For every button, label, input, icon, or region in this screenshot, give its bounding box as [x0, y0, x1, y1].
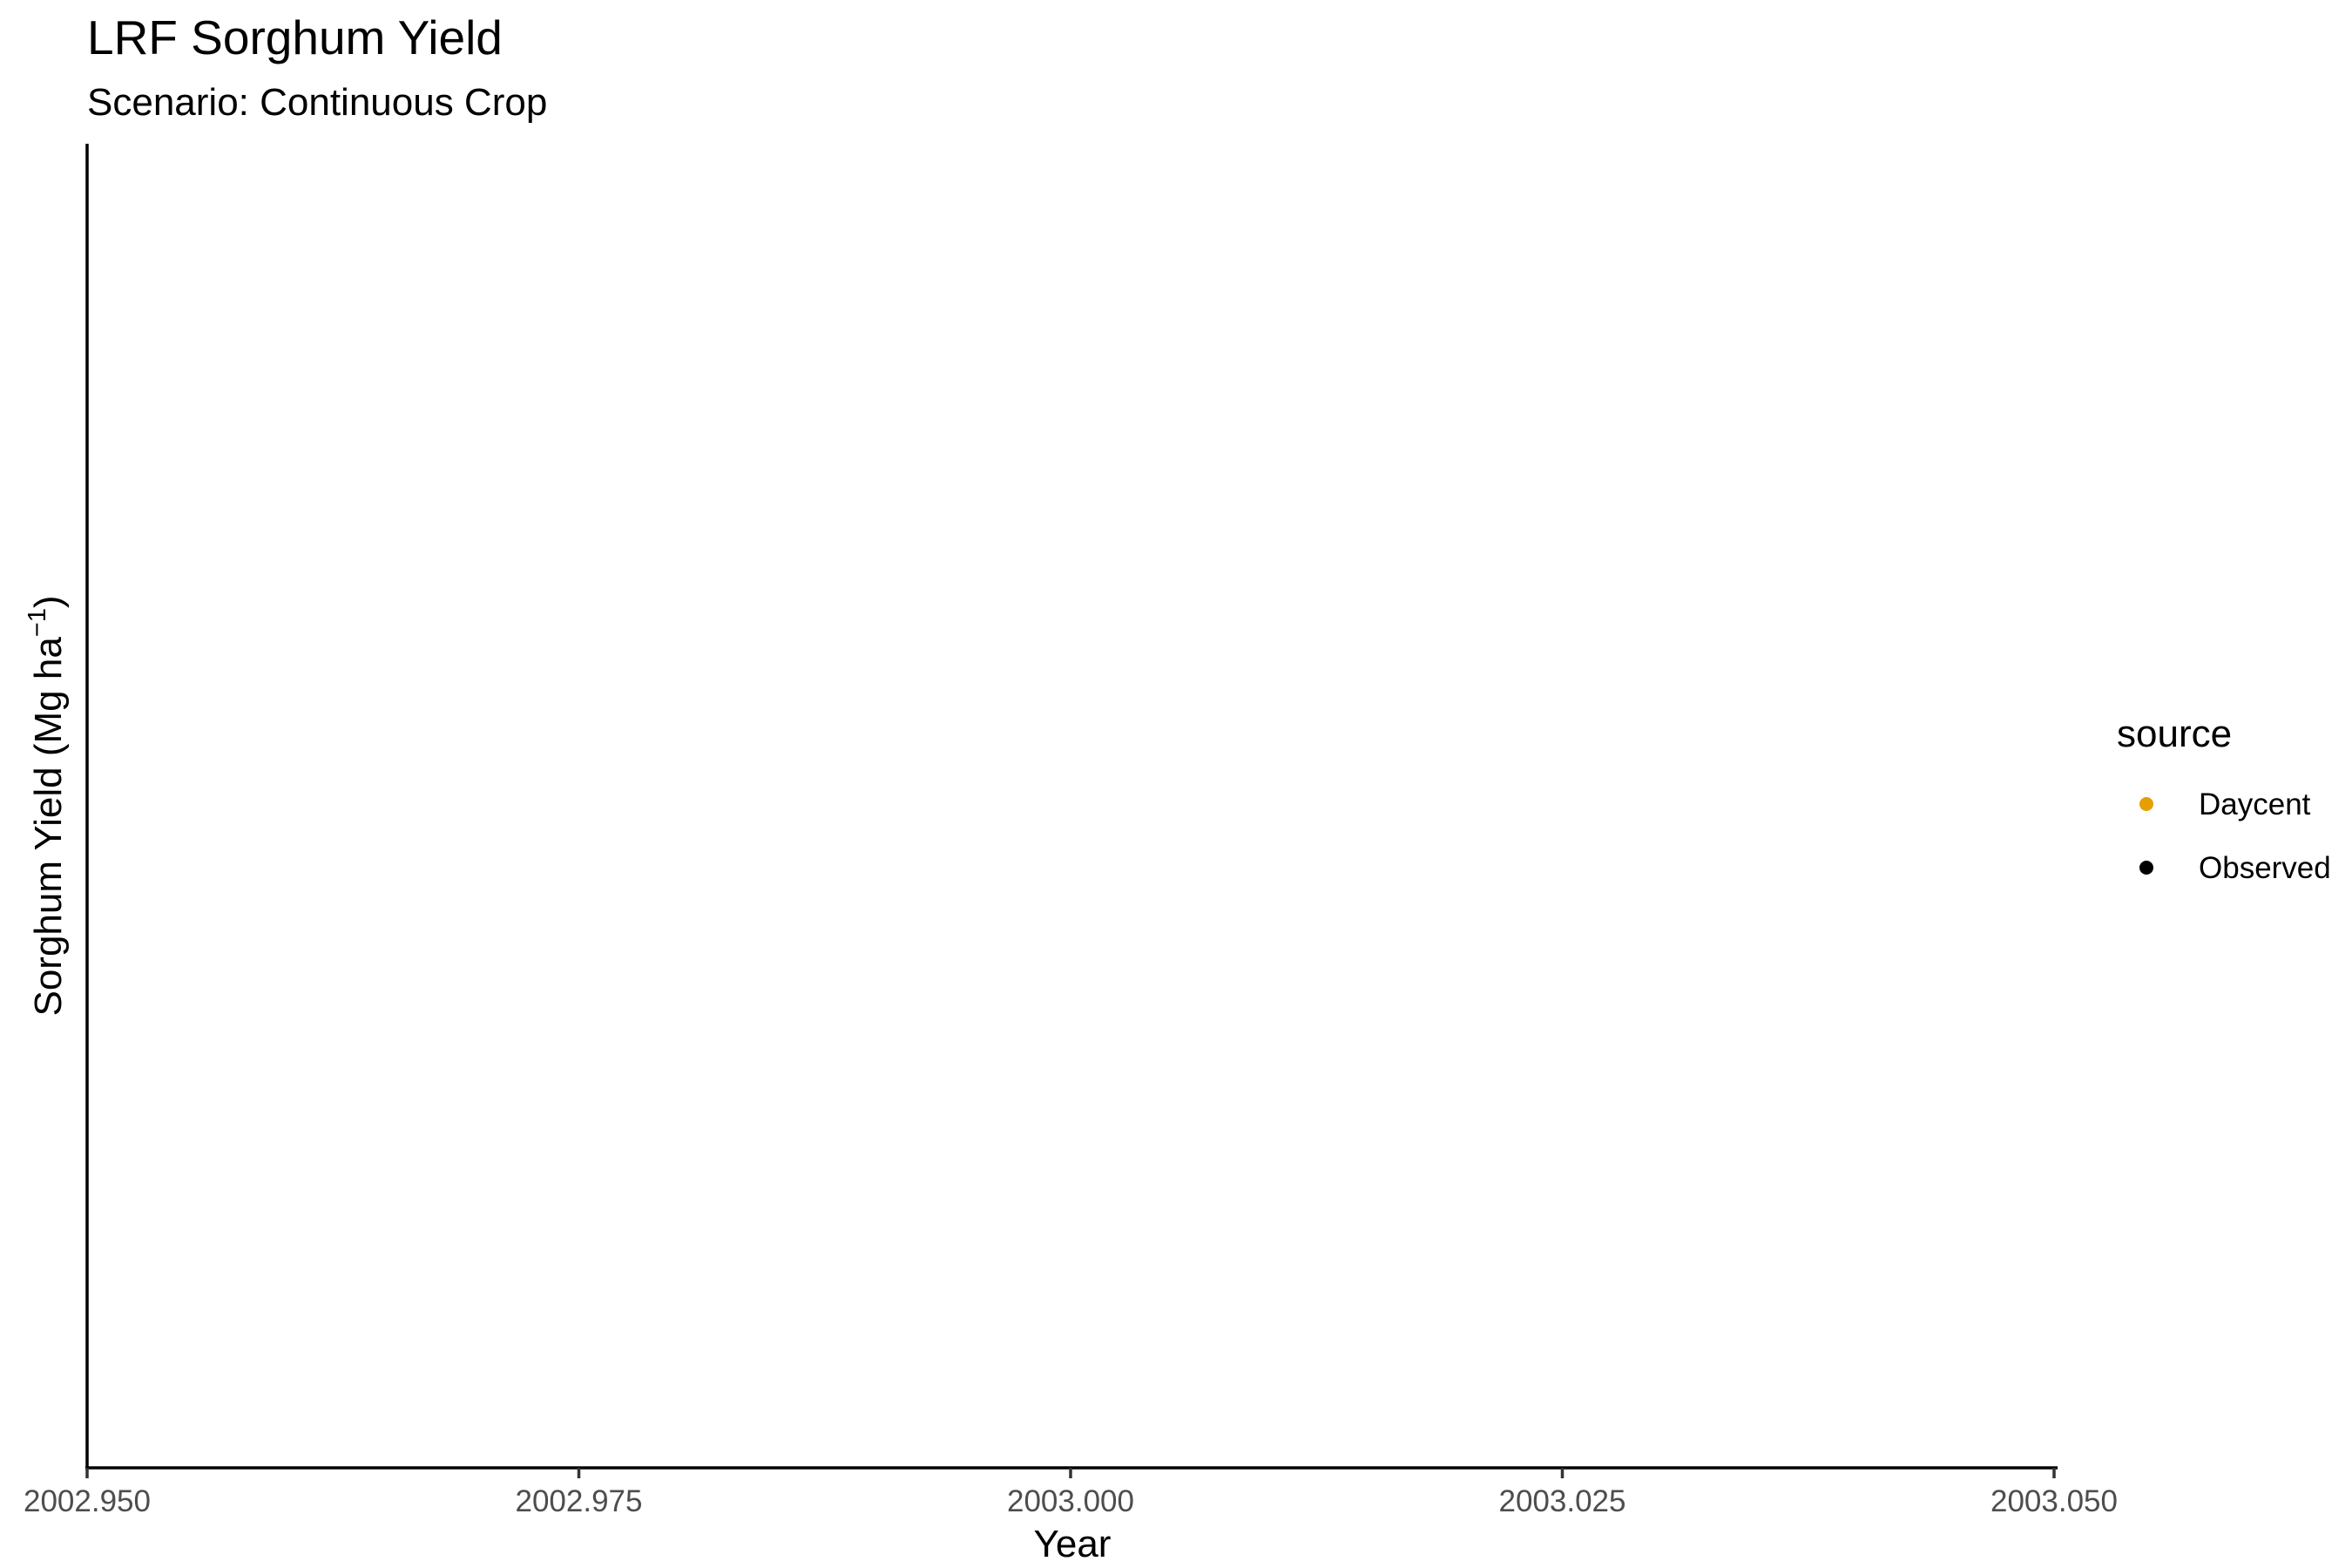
legend-title: source	[2117, 713, 2232, 755]
legend-entries: Daycent Observed	[2139, 787, 2331, 885]
legend-label-observed: Observed	[2199, 851, 2331, 885]
x-axis-ticks: 2002.950 2002.975 2003.000 2003.025 2003.050	[24, 1468, 2118, 1518]
legend-key-daycent	[2139, 797, 2153, 811]
x-tick-label: 2002.950	[24, 1484, 151, 1518]
chart-subtitle: Scenario: Continuous Crop	[87, 81, 547, 124]
x-tick-label: 2003.000	[1007, 1484, 1134, 1518]
y-axis-title-main: Sorghum Yield (Mg ha	[27, 637, 70, 1017]
y-axis-title-group: Sorghum Yield (Mg ha−1)	[24, 595, 70, 1016]
legend-key-observed	[2139, 861, 2153, 875]
y-axis-title-close: )	[27, 595, 70, 608]
plot-area: 2002.950 2002.975 2003.000 2003.025 2003.050	[24, 144, 2118, 1518]
y-axis-title-superscript: −1	[24, 608, 51, 637]
x-tick-label: 2003.050	[1990, 1484, 2118, 1518]
x-tick-label: 2002.975	[516, 1484, 643, 1518]
x-tick-label: 2003.025	[1499, 1484, 1626, 1518]
y-axis-title: Sorghum Yield (Mg ha−1)	[24, 595, 70, 1016]
chart-title: LRF Sorghum Yield	[87, 10, 503, 64]
x-axis-title: Year	[1034, 1523, 1112, 1565]
legend-label-daycent: Daycent	[2199, 787, 2311, 821]
legend: source Daycent Observed	[2117, 713, 2331, 885]
